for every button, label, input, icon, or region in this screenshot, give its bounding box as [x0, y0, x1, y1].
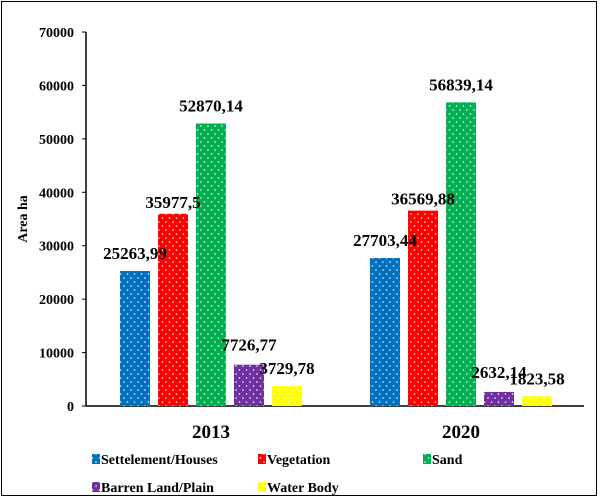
data-label-settelement-houses-2020: 27703,44: [353, 231, 417, 250]
data-label-water-body-2020: 1823,58: [509, 369, 564, 388]
bar-vegetation-2020: [408, 210, 438, 406]
legend-swatch: [92, 454, 100, 464]
data-label-sand-2020: 56839,14: [429, 75, 493, 94]
category-label-2020: 2020: [442, 422, 480, 443]
legend-swatch: [258, 482, 266, 492]
bar-water-body-2013: [272, 386, 302, 406]
legend-swatch: [92, 482, 100, 492]
y-tick-label: 60000: [39, 79, 74, 94]
legend-label: Settelement/Houses: [101, 453, 218, 468]
y-tick-label: 30000: [39, 240, 74, 255]
y-tick-label: 50000: [39, 133, 74, 148]
y-axis-label: Area ha: [16, 195, 31, 243]
legend-item-sand: Sand: [423, 453, 463, 468]
y-tick-label: 70000: [39, 26, 74, 41]
legend-label: Vegetation: [267, 453, 330, 468]
bar-sand-2020: [446, 102, 476, 407]
legend-item-barren-land-plain: Barren Land/Plain: [92, 481, 214, 496]
data-label-vegetation-2020: 36569,88: [391, 190, 455, 209]
y-tick-label: 10000: [39, 347, 74, 362]
category-label-2013: 2013: [192, 422, 230, 443]
bar-barren-land-plain-2013: [234, 364, 264, 406]
legend-label: Barren Land/Plain: [101, 481, 214, 496]
legend-swatch: [423, 454, 431, 464]
bar-sand-2013: [196, 123, 226, 406]
bar-settelement-houses-2020: [370, 257, 400, 406]
category-labels: 2013 2020: [192, 422, 480, 443]
legend-label: Sand: [432, 453, 463, 468]
bar-barren-land-plain-2020: [484, 391, 514, 406]
bar-water-body-2020: [522, 396, 552, 406]
y-axis-ticks: 0 10000 20000 30000 40000 50000 60000 70000: [39, 26, 86, 415]
legend: Settelement/Houses Vegetation Sand Barren L…: [92, 453, 463, 496]
y-tick-label: 0: [67, 400, 74, 415]
data-label-settelement-houses-2013: 25263,99: [103, 244, 167, 263]
legend-item-water-body: Water Body: [258, 481, 339, 496]
y-tick-label: 20000: [39, 293, 74, 308]
legend-item-settelement-houses: Settelement/Houses: [92, 453, 218, 468]
bar-settelement-houses-2013: [120, 271, 150, 406]
legend-label: Water Body: [267, 481, 339, 496]
legend-item-vegetation: Vegetation: [258, 453, 330, 468]
data-labels: 25263,99 35977,5 52870,14 7726,77 3729,78 277…: [103, 75, 565, 388]
data-label-sand-2013: 52870,14: [179, 97, 243, 116]
bars: [120, 102, 552, 407]
data-label-water-body-2013: 3729,78: [259, 359, 314, 378]
data-label-barren-land-plain-2020: 2632,14: [471, 363, 527, 382]
legend-swatch: [258, 454, 266, 464]
data-label-vegetation-2013: 35977,5: [145, 193, 200, 212]
data-label-barren-land-plain-2013: 7726,77: [221, 336, 277, 355]
y-tick-label: 40000: [39, 186, 74, 201]
bar-vegetation-2013: [158, 213, 188, 406]
